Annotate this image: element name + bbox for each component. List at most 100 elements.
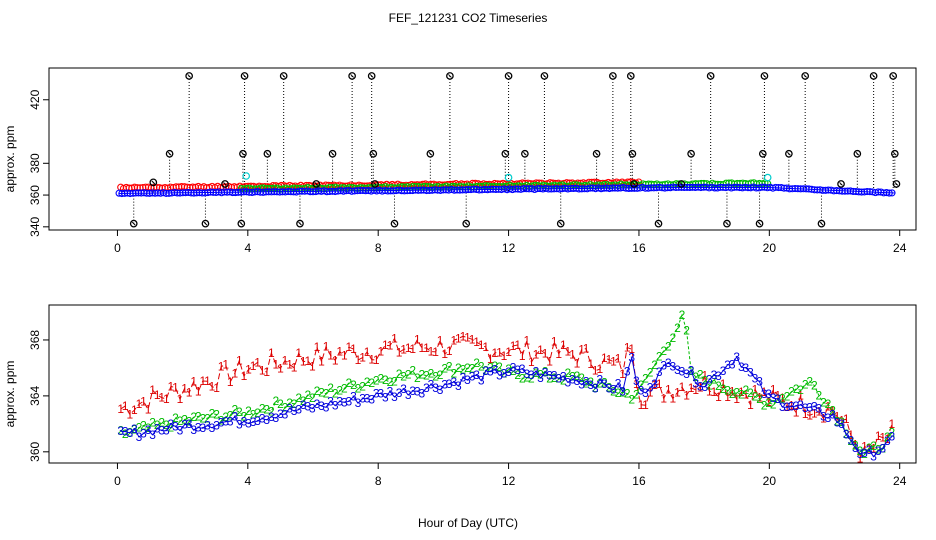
- series-2-glyph: 2: [482, 363, 489, 377]
- series-1-glyph: 1: [610, 355, 617, 369]
- series-1-glyph: 1: [464, 331, 471, 345]
- series-3-glyph: 3: [514, 363, 521, 377]
- series-2-glyph: 2: [578, 371, 585, 385]
- series-1-glyph: 1: [843, 412, 850, 426]
- series-1-glyph: 1: [391, 332, 398, 346]
- series-1-glyph: 1: [578, 343, 585, 357]
- outlier-mark: [689, 151, 693, 156]
- series-3-glyph: 3: [523, 367, 530, 381]
- series-3-glyph: 3: [542, 366, 549, 380]
- x-axis-label: Hour of Day (UTC): [418, 516, 518, 530]
- outlier-mark: [594, 151, 599, 156]
- series-2-glyph: 2: [323, 387, 330, 401]
- series-1-glyph: 1: [341, 349, 348, 363]
- series-3-glyph: 3: [259, 412, 266, 426]
- outlier-point: [446, 72, 454, 80]
- series-3-glyph: 3: [291, 404, 298, 418]
- series-1-glyph: 1: [743, 388, 750, 402]
- series-1-glyph: 1: [423, 341, 430, 355]
- outlier-mark: [803, 74, 808, 78]
- series-2-glyph: 2: [546, 371, 553, 385]
- series-1-glyph: 1: [136, 397, 143, 411]
- outlier-point: [837, 180, 845, 188]
- series-3-glyph: 3: [720, 364, 727, 378]
- outlier-mark: [298, 221, 302, 226]
- series-3-glyph: 3: [820, 409, 827, 423]
- x-tick-label: 12: [502, 474, 516, 488]
- series-1-glyph: 1: [218, 360, 225, 374]
- series-3-glyph: 3: [222, 415, 229, 429]
- series-1-glyph: 1: [414, 333, 421, 347]
- series-1-glyph: 1: [382, 338, 389, 352]
- series-3-line: [120, 355, 893, 458]
- outlier-point: [654, 219, 663, 228]
- series-2-glyph: 2: [181, 412, 188, 426]
- series-2-glyph: 2: [701, 373, 708, 387]
- series-2-glyph: 2: [601, 376, 608, 390]
- series-1-glyph: 1: [209, 380, 216, 394]
- series-1-glyph: 1: [628, 342, 635, 356]
- series-1-glyph: 1: [879, 431, 886, 445]
- series-3-glyph: 3: [647, 381, 654, 395]
- outlier-mark: [330, 151, 335, 156]
- outlier-point: [890, 149, 899, 158]
- series-3-glyph: 3: [327, 394, 334, 408]
- series-1-glyph: 1: [177, 392, 184, 406]
- outlier-point: [348, 72, 356, 80]
- series-3-glyph: 3: [309, 402, 316, 416]
- series-1-glyph: 1: [533, 348, 540, 362]
- series-1-glyph: 1: [304, 354, 311, 368]
- series-3-glyph: 3: [628, 351, 635, 365]
- series-2-glyph: 2: [747, 386, 754, 400]
- series-1-glyph: 1: [510, 339, 517, 353]
- series-3-glyph: 3: [492, 362, 499, 376]
- series-1-glyph: 1: [711, 385, 718, 399]
- series-3-glyph: 3: [816, 402, 823, 416]
- series-3-glyph: 3: [336, 394, 343, 408]
- series-1-glyph: 1: [263, 365, 270, 379]
- series-2-glyph: 2: [446, 359, 453, 373]
- series-1-glyph: 1: [126, 407, 133, 421]
- outlier-mark: [265, 151, 270, 156]
- outlier-point: [240, 72, 249, 80]
- x-tick-label: 0: [114, 241, 121, 255]
- series-1-glyph: 1: [327, 349, 334, 363]
- series-3-glyph: 3: [697, 380, 704, 394]
- series-3-glyph: 3: [802, 401, 809, 415]
- series-1-glyph: 1: [350, 342, 357, 356]
- series-3-glyph: 3: [460, 371, 467, 385]
- outlier-point: [501, 149, 510, 158]
- series-3-glyph: 3: [387, 385, 394, 399]
- series-3-glyph: 3: [688, 363, 695, 377]
- series-1-glyph: 1: [747, 398, 754, 412]
- flagged-point: [763, 173, 772, 182]
- series-2-glyph: 2: [756, 392, 763, 406]
- series-3-glyph: 3: [752, 371, 759, 385]
- series-1-glyph: 1: [802, 407, 809, 421]
- series-3-glyph: 3: [227, 414, 234, 428]
- series-1-glyph: 1: [733, 392, 740, 406]
- series-1-glyph: 1: [715, 390, 722, 404]
- series-2-glyph: 2: [565, 366, 572, 380]
- series-2-glyph: 2: [697, 368, 704, 382]
- series-2-glyph: 2: [259, 402, 266, 416]
- flagged-point: [504, 173, 513, 182]
- x-tick-label: 0: [114, 474, 121, 488]
- series-3-glyph: 3: [615, 377, 622, 391]
- series-3-glyph: 3: [231, 410, 238, 424]
- series-3-glyph: 3: [765, 387, 772, 401]
- series-3-glyph: 3: [501, 367, 508, 381]
- series-1-glyph: 1: [336, 345, 343, 359]
- series-3-glyph: 3: [711, 368, 718, 382]
- series-1-glyph: 1: [355, 353, 362, 367]
- series-2-glyph: 2: [168, 421, 175, 435]
- outlier-mark: [239, 221, 244, 226]
- outlier-mark: [725, 221, 729, 226]
- series-1-glyph: 1: [364, 345, 371, 359]
- series-1-glyph: 1: [523, 334, 530, 348]
- series-1-glyph: 1: [300, 355, 307, 369]
- series-3-glyph: 3: [295, 403, 302, 417]
- series-1-glyph: 1: [514, 338, 521, 352]
- outlier-mark: [503, 151, 508, 156]
- series-2-glyph: 2: [656, 350, 663, 364]
